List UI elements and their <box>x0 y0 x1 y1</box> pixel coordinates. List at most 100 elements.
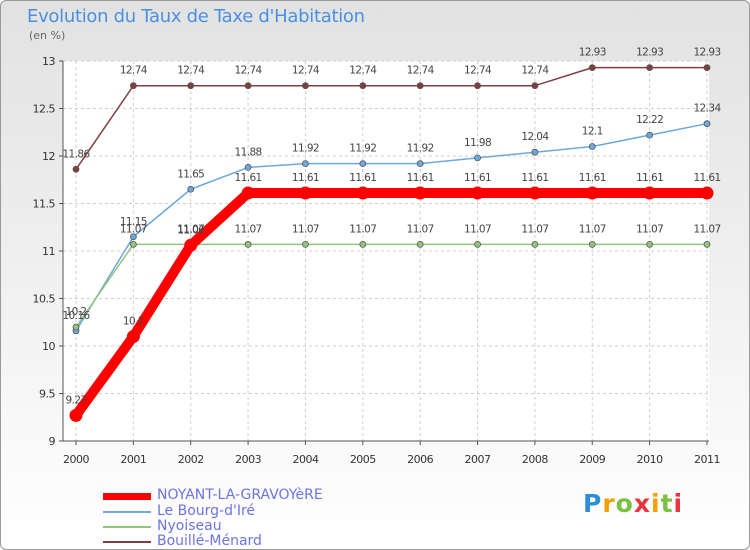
data-point <box>643 186 657 200</box>
data-label: 12.74 <box>292 65 320 77</box>
data-label: 11.88 <box>235 146 262 158</box>
legend-label-noyant: NOYANT-LA-GRAVOYèRE <box>157 487 323 503</box>
legend-label-nyoiseau: Nyoiseau <box>157 518 222 534</box>
data-label: 12.74 <box>235 65 263 77</box>
data-label: 12.93 <box>693 47 720 59</box>
data-point <box>244 163 252 171</box>
data-point <box>474 154 481 162</box>
data-label: 11.61 <box>693 172 720 184</box>
data-label: 11.61 <box>579 172 606 184</box>
data-point <box>703 240 711 248</box>
legend-item-bouille: Bouillé-Ménard <box>103 533 403 549</box>
data-label: 11.07 <box>292 223 319 235</box>
data-label: 11.07 <box>235 223 262 235</box>
data-point <box>72 323 80 331</box>
x-tick-label: 2008 <box>522 453 548 466</box>
data-point <box>126 330 140 343</box>
plot-area <box>63 61 709 441</box>
data-label: 12.74 <box>521 65 549 77</box>
data-label: 11.92 <box>407 143 434 155</box>
data-label: 11.07 <box>120 223 147 235</box>
data-point <box>244 82 252 90</box>
y-tick-label: 10.5 <box>33 293 56 306</box>
data-point <box>244 240 252 248</box>
data-point <box>187 185 195 193</box>
data-point <box>703 120 711 128</box>
data-label: 9.27 <box>66 394 87 406</box>
data-label: 12.74 <box>349 65 377 77</box>
data-point <box>646 240 654 248</box>
legend-label-bouille: Bouillé-Ménard <box>157 533 262 549</box>
data-label: 11.86 <box>62 148 90 160</box>
legend-label-bourg: Le Bourg-d'Iré <box>157 503 256 519</box>
chart-unit-label: (en %) <box>29 29 66 42</box>
legend-swatch-bouille <box>103 541 151 543</box>
y-tick-label: 13 <box>42 55 55 68</box>
proxiti-logo: Proxiti <box>583 489 684 518</box>
data-point <box>416 160 424 168</box>
data-label: 11.07 <box>407 223 434 235</box>
data-point <box>69 408 83 422</box>
legend-item-nyoiseau: Nyoiseau <box>103 518 403 534</box>
data-label: 11.61 <box>235 172 262 184</box>
data-label: 11.07 <box>521 223 548 235</box>
data-label: 10.1 <box>123 316 144 328</box>
data-point <box>416 240 424 248</box>
data-point <box>241 186 255 200</box>
data-label: 11.92 <box>292 143 319 155</box>
data-point <box>528 186 542 200</box>
y-tick-label: 12.5 <box>33 103 56 116</box>
y-tick-label: 11.5 <box>33 198 56 211</box>
x-tick-label: 2003 <box>235 453 261 466</box>
series-line <box>75 243 708 328</box>
data-label: 11.61 <box>407 172 434 184</box>
chart-title: Evolution du Taux de Taxe d'Habitation <box>27 6 365 27</box>
data-label: 11.07 <box>349 223 376 235</box>
data-label: 11.06 <box>177 224 205 236</box>
data-point <box>588 64 596 72</box>
data-point <box>646 131 654 139</box>
data-label: 12.93 <box>636 47 663 59</box>
data-point <box>129 82 137 90</box>
data-label: 12.34 <box>693 103 721 115</box>
data-label: 11.61 <box>636 172 663 184</box>
series-line <box>71 188 712 421</box>
data-point <box>302 240 309 248</box>
x-tick-label: 2000 <box>63 453 89 466</box>
x-tick-label: 2002 <box>178 453 204 466</box>
data-label: 11.07 <box>636 223 663 235</box>
x-tick-label: 2011 <box>694 453 720 466</box>
y-tick-label: 11 <box>42 245 55 258</box>
x-tick-label: 2004 <box>292 453 318 466</box>
data-point <box>129 240 137 248</box>
data-point <box>416 82 424 90</box>
data-label: 12.1 <box>582 126 603 138</box>
data-label: 12.04 <box>521 131 549 143</box>
y-tick-label: 10 <box>42 340 55 353</box>
data-point <box>531 148 539 156</box>
data-point <box>187 82 195 90</box>
data-point <box>359 160 367 168</box>
data-label: 11.61 <box>292 172 319 184</box>
data-label: 12.93 <box>579 47 606 59</box>
x-tick-label: 2005 <box>350 453 376 466</box>
data-point <box>356 186 370 200</box>
data-label: 12.22 <box>636 114 663 126</box>
data-label: 10.16 <box>62 310 90 322</box>
data-label: 11.07 <box>177 223 204 235</box>
data-label: 11.15 <box>120 216 147 228</box>
data-point <box>531 82 539 90</box>
data-label: 12.74 <box>120 65 148 77</box>
y-tick-label: 12 <box>42 150 55 163</box>
data-point <box>129 233 137 241</box>
x-tick-label: 2007 <box>465 453 491 466</box>
data-label: 11.07 <box>464 223 491 235</box>
data-point <box>531 240 539 248</box>
data-point <box>474 240 481 248</box>
data-label: 11.61 <box>521 172 548 184</box>
data-point <box>646 64 654 72</box>
data-point <box>298 186 312 200</box>
data-label: 12.74 <box>407 65 435 77</box>
